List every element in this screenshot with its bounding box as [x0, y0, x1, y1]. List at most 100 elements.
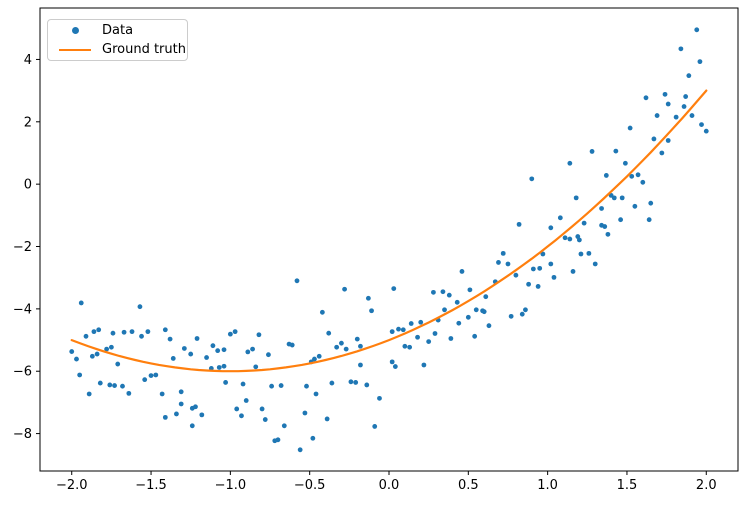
data-point	[586, 250, 592, 256]
data-point	[364, 382, 370, 388]
data-point	[426, 339, 432, 345]
data-point	[250, 346, 255, 352]
data-point	[467, 287, 473, 293]
data-point	[343, 346, 349, 352]
data-point	[611, 195, 617, 201]
data-point	[269, 383, 275, 389]
data-point	[635, 172, 641, 178]
legend-marker-wrap	[56, 48, 94, 51]
data-point	[234, 406, 240, 412]
data-point	[548, 225, 554, 231]
data-point	[557, 215, 563, 221]
x-tick-label: 0.0	[379, 478, 400, 493]
data-point	[603, 173, 609, 178]
data-point	[148, 373, 154, 378]
data-point	[431, 289, 436, 295]
data-point	[654, 113, 660, 118]
data-point	[353, 380, 359, 385]
data-point	[456, 320, 462, 326]
data-point	[602, 224, 608, 229]
data-point	[181, 346, 187, 351]
data-point	[551, 274, 557, 280]
data-point	[418, 319, 424, 325]
data-point	[508, 313, 514, 319]
data-point	[483, 294, 489, 300]
data-point	[369, 308, 374, 314]
data-point	[372, 424, 378, 429]
data-point	[142, 377, 148, 383]
data-point	[312, 356, 317, 362]
data-point	[107, 382, 113, 388]
x-tick-label: 0.5	[458, 478, 479, 493]
data-point	[162, 414, 168, 420]
data-point	[618, 217, 624, 223]
data-point	[573, 195, 579, 201]
data-point	[442, 307, 447, 313]
data-point	[678, 46, 684, 52]
legend-entry-data: Data	[56, 22, 179, 39]
data-point	[694, 27, 700, 33]
data-point	[159, 391, 165, 397]
data-point	[304, 383, 309, 389]
data-point	[115, 361, 121, 367]
data-point	[326, 330, 332, 336]
data-point	[400, 327, 406, 333]
data-point	[686, 73, 692, 79]
data-point	[537, 265, 543, 271]
data-point	[576, 237, 582, 243]
data-point	[94, 351, 100, 357]
data-point	[91, 329, 97, 335]
data-point	[86, 391, 92, 397]
data-point	[139, 333, 144, 339]
data-point	[391, 286, 397, 292]
data-point	[297, 447, 303, 453]
data-point	[239, 413, 244, 419]
data-point	[500, 250, 506, 256]
data-point	[627, 125, 633, 131]
data-point	[581, 220, 587, 226]
data-point	[681, 104, 687, 109]
data-point	[334, 344, 340, 350]
data-point	[189, 423, 195, 429]
data-point	[432, 331, 438, 336]
data-point	[137, 304, 143, 310]
x-tick-label: 1.5	[617, 478, 638, 493]
x-tick-label: −1.5	[135, 478, 167, 493]
data-point	[313, 391, 319, 397]
data-point-marker-icon	[71, 26, 79, 34]
data-point	[259, 406, 265, 412]
data-point	[408, 321, 414, 326]
x-tick-label: −0.5	[294, 478, 326, 493]
data-point	[415, 334, 420, 340]
data-point	[530, 266, 536, 272]
data-point	[402, 343, 408, 349]
data-point	[665, 101, 671, 107]
data-point	[342, 286, 347, 292]
data-point	[204, 355, 209, 360]
data-point	[697, 59, 703, 65]
data-point	[78, 300, 84, 306]
data-point	[120, 383, 125, 389]
data-point	[535, 284, 541, 289]
data-point	[188, 351, 194, 357]
data-point	[619, 195, 625, 201]
data-point	[519, 311, 525, 317]
data-point	[278, 383, 284, 388]
legend-marker-wrap	[56, 26, 94, 34]
data-point	[421, 362, 427, 368]
data-point	[454, 299, 460, 305]
data-point	[513, 272, 519, 278]
data-point	[640, 179, 646, 185]
data-point	[465, 314, 471, 320]
data-point	[665, 138, 671, 143]
data-point	[262, 417, 268, 422]
data-point	[446, 292, 452, 298]
data-point	[662, 91, 668, 97]
data-point	[256, 332, 262, 338]
data-point	[245, 349, 251, 355]
x-tick-label: −1.0	[215, 478, 247, 493]
legend-label-data: Data	[102, 22, 134, 38]
data-point	[673, 114, 679, 120]
